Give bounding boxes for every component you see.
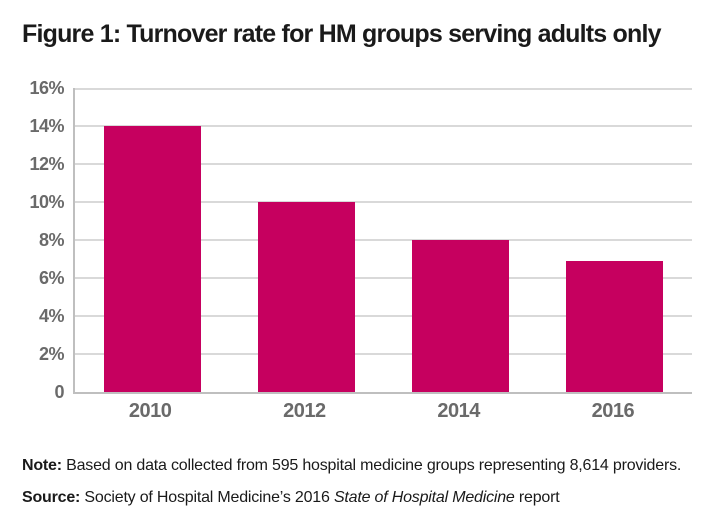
note-text: Note: Based on data collected from 595 h… bbox=[22, 456, 712, 476]
gridline bbox=[75, 277, 692, 279]
y-tick-label: 6% bbox=[38, 268, 65, 288]
bar-2010 bbox=[103, 126, 201, 392]
gridline bbox=[75, 315, 692, 317]
x-tick-label: 2012 bbox=[283, 400, 326, 422]
gridline bbox=[75, 201, 692, 203]
source-report-title: State of Hospital Medicine bbox=[333, 489, 515, 506]
y-tick-label: 14% bbox=[29, 116, 64, 136]
source-prefix: Society of Hospital Medicine’s 2016 bbox=[80, 489, 334, 506]
source-suffix: report bbox=[514, 489, 560, 506]
gridline bbox=[75, 88, 692, 90]
figure-title: Figure 1: Turnover rate for HM groups se… bbox=[22, 20, 662, 48]
gridline bbox=[75, 163, 692, 165]
y-tick-label: 12% bbox=[29, 154, 64, 174]
source-text: Source: Society of Hospital Medicine’s 2… bbox=[22, 488, 712, 508]
x-tick-label: 2010 bbox=[128, 400, 172, 422]
bar-chart: 16% 14% 12% 10% 8% 6% 4% 2% 0 2010 2012 2014 2016 bbox=[0, 78, 700, 428]
y-tick-label: 10% bbox=[29, 192, 64, 212]
gridline bbox=[75, 125, 692, 127]
x-tick-label: 2016 bbox=[591, 400, 635, 422]
gridline bbox=[75, 239, 692, 241]
gridline bbox=[75, 353, 692, 355]
note-body: Based on data collected from 595 hospita… bbox=[61, 457, 682, 474]
source-label: Source: bbox=[22, 489, 81, 506]
note-label: Note: bbox=[22, 457, 62, 474]
y-tick-label: 4% bbox=[38, 306, 65, 326]
y-tick-label: 2% bbox=[38, 344, 65, 364]
y-tick-label: 0 bbox=[54, 382, 64, 402]
y-tick-label: 8% bbox=[38, 230, 65, 250]
bar-2012 bbox=[257, 202, 355, 392]
bar-2014 bbox=[412, 240, 510, 392]
x-tick-label: 2014 bbox=[437, 400, 480, 422]
plot-area bbox=[73, 88, 692, 394]
bar-2016 bbox=[566, 260, 664, 392]
y-tick-label: 16% bbox=[29, 78, 64, 98]
